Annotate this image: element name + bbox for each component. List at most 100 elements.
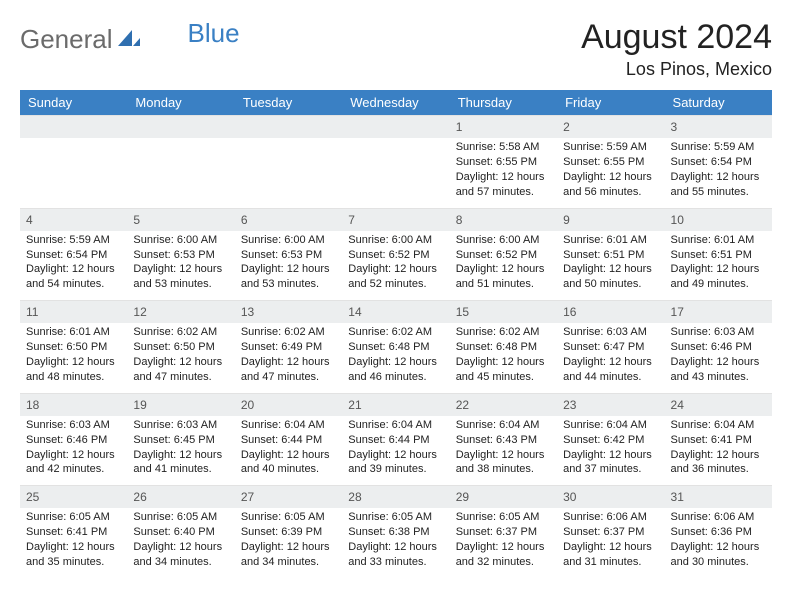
calendar-table: SundayMondayTuesdayWednesdayThursdayFrid…: [20, 90, 772, 578]
day-details: Sunrise: 6:00 AMSunset: 6:52 PMDaylight:…: [450, 231, 557, 300]
weekday-header: Wednesday: [342, 90, 449, 115]
sunrise-text: Sunrise: 6:04 AM: [348, 418, 443, 433]
daylight-text: Daylight: 12 hours and 36 minutes.: [671, 448, 766, 478]
day-details: Sunrise: 6:04 AMSunset: 6:44 PMDaylight:…: [235, 416, 342, 485]
day-details: Sunrise: 6:04 AMSunset: 6:43 PMDaylight:…: [450, 416, 557, 485]
sunrise-text: Sunrise: 5:59 AM: [26, 233, 121, 248]
logo-text-1: General: [20, 24, 113, 55]
sunset-text: Sunset: 6:55 PM: [563, 155, 658, 170]
calendar-cell: 3Sunrise: 5:59 AMSunset: 6:54 PMDaylight…: [665, 115, 772, 208]
sunset-text: Sunset: 6:55 PM: [456, 155, 551, 170]
sunset-text: Sunset: 6:41 PM: [26, 525, 121, 540]
daylight-text: Daylight: 12 hours and 42 minutes.: [26, 448, 121, 478]
calendar-cell: [235, 115, 342, 208]
sunset-text: Sunset: 6:44 PM: [348, 433, 443, 448]
daylight-text: Daylight: 12 hours and 39 minutes.: [348, 448, 443, 478]
day-number: 7: [342, 208, 449, 231]
calendar-cell: 5Sunrise: 6:00 AMSunset: 6:53 PMDaylight…: [127, 208, 234, 301]
daylight-text: Daylight: 12 hours and 55 minutes.: [671, 170, 766, 200]
sunrise-text: Sunrise: 6:01 AM: [563, 233, 658, 248]
day-details: Sunrise: 5:58 AMSunset: 6:55 PMDaylight:…: [450, 138, 557, 207]
calendar-week: 4Sunrise: 5:59 AMSunset: 6:54 PMDaylight…: [20, 208, 772, 301]
day-details: Sunrise: 6:01 AMSunset: 6:51 PMDaylight:…: [557, 231, 664, 300]
calendar-cell: 31Sunrise: 6:06 AMSunset: 6:36 PMDayligh…: [665, 485, 772, 578]
sunset-text: Sunset: 6:41 PM: [671, 433, 766, 448]
day-details: Sunrise: 6:00 AMSunset: 6:53 PMDaylight:…: [235, 231, 342, 300]
day-details: Sunrise: 6:05 AMSunset: 6:41 PMDaylight:…: [20, 508, 127, 577]
day-number-empty: [235, 115, 342, 138]
calendar-cell: 21Sunrise: 6:04 AMSunset: 6:44 PMDayligh…: [342, 393, 449, 486]
daylight-text: Daylight: 12 hours and 45 minutes.: [456, 355, 551, 385]
day-details-empty: [235, 138, 342, 163]
sunset-text: Sunset: 6:46 PM: [671, 340, 766, 355]
page-header: General Blue August 2024 Los Pinos, Mexi…: [20, 18, 772, 80]
day-details: Sunrise: 6:03 AMSunset: 6:46 PMDaylight:…: [665, 323, 772, 392]
calendar-cell: [20, 115, 127, 208]
day-number: 28: [342, 485, 449, 508]
weekday-header: Friday: [557, 90, 664, 115]
sunset-text: Sunset: 6:47 PM: [563, 340, 658, 355]
day-details: Sunrise: 6:04 AMSunset: 6:44 PMDaylight:…: [342, 416, 449, 485]
calendar-week: 1Sunrise: 5:58 AMSunset: 6:55 PMDaylight…: [20, 115, 772, 208]
sunrise-text: Sunrise: 6:06 AM: [671, 510, 766, 525]
sunset-text: Sunset: 6:52 PM: [456, 248, 551, 263]
sunrise-text: Sunrise: 6:00 AM: [241, 233, 336, 248]
calendar-cell: 9Sunrise: 6:01 AMSunset: 6:51 PMDaylight…: [557, 208, 664, 301]
sunset-text: Sunset: 6:52 PM: [348, 248, 443, 263]
day-details: Sunrise: 5:59 AMSunset: 6:55 PMDaylight:…: [557, 138, 664, 207]
sunrise-text: Sunrise: 5:59 AM: [563, 140, 658, 155]
daylight-text: Daylight: 12 hours and 34 minutes.: [241, 540, 336, 570]
day-number: 5: [127, 208, 234, 231]
day-number: 11: [20, 300, 127, 323]
sunrise-text: Sunrise: 6:00 AM: [456, 233, 551, 248]
daylight-text: Daylight: 12 hours and 57 minutes.: [456, 170, 551, 200]
sunrise-text: Sunrise: 6:03 AM: [133, 418, 228, 433]
day-number: 30: [557, 485, 664, 508]
calendar-cell: 24Sunrise: 6:04 AMSunset: 6:41 PMDayligh…: [665, 393, 772, 486]
daylight-text: Daylight: 12 hours and 40 minutes.: [241, 448, 336, 478]
calendar-cell: 16Sunrise: 6:03 AMSunset: 6:47 PMDayligh…: [557, 300, 664, 393]
logo: General Blue: [20, 18, 240, 55]
day-number: 19: [127, 393, 234, 416]
day-details: Sunrise: 6:03 AMSunset: 6:45 PMDaylight:…: [127, 416, 234, 485]
sunset-text: Sunset: 6:36 PM: [671, 525, 766, 540]
weekday-header: Sunday: [20, 90, 127, 115]
sunset-text: Sunset: 6:46 PM: [26, 433, 121, 448]
calendar-cell: 4Sunrise: 5:59 AMSunset: 6:54 PMDaylight…: [20, 208, 127, 301]
daylight-text: Daylight: 12 hours and 41 minutes.: [133, 448, 228, 478]
calendar-cell: 13Sunrise: 6:02 AMSunset: 6:49 PMDayligh…: [235, 300, 342, 393]
day-number: 12: [127, 300, 234, 323]
daylight-text: Daylight: 12 hours and 34 minutes.: [133, 540, 228, 570]
sunset-text: Sunset: 6:53 PM: [241, 248, 336, 263]
day-number: 3: [665, 115, 772, 138]
day-number: 4: [20, 208, 127, 231]
sunset-text: Sunset: 6:39 PM: [241, 525, 336, 540]
calendar-cell: 29Sunrise: 6:05 AMSunset: 6:37 PMDayligh…: [450, 485, 557, 578]
sunset-text: Sunset: 6:53 PM: [133, 248, 228, 263]
sunrise-text: Sunrise: 6:02 AM: [241, 325, 336, 340]
day-details-empty: [342, 138, 449, 163]
calendar-cell: [342, 115, 449, 208]
calendar-week: 25Sunrise: 6:05 AMSunset: 6:41 PMDayligh…: [20, 485, 772, 578]
sunrise-text: Sunrise: 6:04 AM: [563, 418, 658, 433]
day-number-empty: [20, 115, 127, 138]
day-details: Sunrise: 6:04 AMSunset: 6:42 PMDaylight:…: [557, 416, 664, 485]
sunset-text: Sunset: 6:48 PM: [348, 340, 443, 355]
sunrise-text: Sunrise: 6:00 AM: [348, 233, 443, 248]
month-title: August 2024: [581, 18, 772, 57]
logo-text-2: Blue: [188, 18, 240, 49]
day-details: Sunrise: 6:01 AMSunset: 6:51 PMDaylight:…: [665, 231, 772, 300]
day-number: 16: [557, 300, 664, 323]
daylight-text: Daylight: 12 hours and 49 minutes.: [671, 262, 766, 292]
calendar-cell: 27Sunrise: 6:05 AMSunset: 6:39 PMDayligh…: [235, 485, 342, 578]
calendar-cell: 30Sunrise: 6:06 AMSunset: 6:37 PMDayligh…: [557, 485, 664, 578]
calendar-cell: 12Sunrise: 6:02 AMSunset: 6:50 PMDayligh…: [127, 300, 234, 393]
day-number: 21: [342, 393, 449, 416]
calendar-cell: 28Sunrise: 6:05 AMSunset: 6:38 PMDayligh…: [342, 485, 449, 578]
daylight-text: Daylight: 12 hours and 33 minutes.: [348, 540, 443, 570]
day-number: 24: [665, 393, 772, 416]
daylight-text: Daylight: 12 hours and 46 minutes.: [348, 355, 443, 385]
day-details: Sunrise: 6:05 AMSunset: 6:40 PMDaylight:…: [127, 508, 234, 577]
day-number: 17: [665, 300, 772, 323]
daylight-text: Daylight: 12 hours and 31 minutes.: [563, 540, 658, 570]
